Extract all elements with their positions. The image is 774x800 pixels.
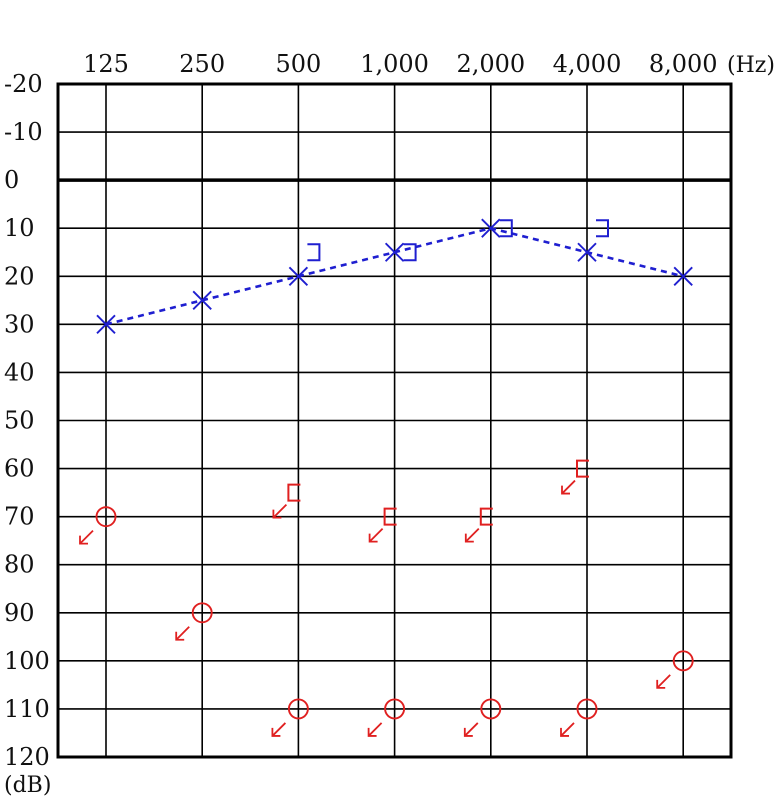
arrow-head: [464, 533, 474, 543]
circle-marker: [480, 698, 502, 720]
y-tick-labels: -20 -10 0 10 20 30 40 50 60 70 80 90 100 110 120: [4, 70, 50, 771]
x-tick-label: 1,000: [360, 50, 429, 78]
x-tick-label: 125: [83, 50, 129, 78]
y-tick-label: 60: [4, 455, 35, 483]
bracket-right-marker: [499, 219, 513, 238]
circle-marker: [384, 698, 406, 720]
x-marker: [384, 242, 405, 262]
arrow-shaft: [79, 530, 94, 545]
x-tick-label: 4,000: [553, 50, 622, 78]
y-tick-label: -20: [4, 70, 43, 98]
no-response-arrow: [368, 528, 384, 543]
circle-marker: [576, 698, 598, 720]
series: [79, 218, 694, 737]
no-response-arrow: [79, 530, 94, 545]
x-stroke: [481, 218, 501, 238]
x-stroke: [384, 242, 405, 262]
plot-frame: [56, 82, 733, 759]
bracket-right-marker: [403, 243, 417, 262]
arrow-head: [272, 509, 282, 519]
no-response-arrow: [175, 626, 190, 641]
bracket-left-marker: [576, 459, 589, 478]
bracket-left-marker: [383, 507, 397, 526]
x-stroke: [673, 266, 693, 286]
arrow-head: [561, 485, 570, 495]
x-stroke: [577, 242, 597, 262]
bracket-left-marker: [479, 507, 493, 526]
y-tick-label: 90: [4, 599, 35, 627]
no-response-arrow: [656, 674, 671, 689]
circle-marker: [95, 506, 117, 528]
arrow-head: [271, 727, 281, 737]
x-stroke: [96, 314, 116, 335]
y-tick-label: 50: [4, 407, 35, 435]
x-marker: [288, 266, 309, 286]
bracket-right-marker: [307, 243, 321, 262]
x-marker: [192, 290, 212, 310]
bracket-left-marker: [287, 483, 301, 502]
arrow-shaft: [367, 722, 383, 737]
x-marker: [96, 314, 116, 335]
y-tick-label: 100: [4, 647, 50, 675]
arrow-head: [463, 727, 473, 737]
y-tick-label: 110: [4, 695, 50, 723]
arrow-shaft: [560, 722, 575, 737]
arrow-shaft: [271, 722, 287, 737]
arrow-head: [656, 679, 666, 689]
y-tick-label: -10: [4, 118, 43, 146]
x-tick-label: 500: [275, 50, 321, 78]
x-unit-label: (Hz): [727, 53, 774, 78]
y-tick-label: 80: [4, 551, 35, 579]
y-tick-label: 0: [4, 166, 19, 194]
y-tick-label: 70: [4, 503, 35, 531]
arrow-shaft: [465, 528, 480, 543]
arrow-shaft: [368, 528, 384, 543]
y-tick-label: 10: [4, 214, 35, 242]
arrow-shaft: [272, 503, 288, 519]
x-marker: [577, 242, 597, 262]
no-response-arrow: [463, 722, 479, 737]
no-response-arrow: [560, 722, 575, 737]
grid: [56, 82, 733, 759]
no-response-arrow: [464, 528, 480, 543]
circle-marker: [287, 698, 309, 720]
arrow-head: [367, 727, 377, 737]
bracket-right-marker: [596, 219, 609, 238]
circle-marker: [672, 650, 694, 672]
y-tick-label: 120: [4, 743, 50, 771]
arrow-head: [368, 533, 378, 543]
y-unit-label: (dB): [4, 773, 51, 798]
y-tick-label: 40: [4, 358, 35, 386]
arrow-shaft: [175, 626, 190, 641]
no-response-arrow: [272, 503, 288, 519]
no-response-arrow: [271, 722, 287, 737]
x-marker: [481, 218, 501, 238]
x-stroke: [192, 290, 212, 310]
arrow-shaft: [464, 722, 479, 737]
circle-marker: [191, 602, 213, 624]
y-tick-label: 20: [4, 262, 35, 290]
x-marker: [673, 266, 693, 286]
arrow-head: [79, 535, 88, 545]
arrow-head: [560, 727, 569, 737]
arrow-shaft: [656, 674, 671, 689]
x-stroke: [288, 266, 309, 286]
no-response-arrow: [367, 722, 383, 737]
x-tick-label: 2,000: [456, 50, 525, 78]
x-tick-labels: 125 250 500 1,000 2,000 4,000 8,000: [83, 50, 717, 78]
x-tick-label: 8,000: [649, 50, 718, 78]
y-tick-label: 30: [4, 310, 35, 338]
x-tick-label: 250: [179, 50, 225, 78]
arrow-head: [175, 631, 185, 641]
no-response-arrow: [561, 479, 576, 495]
arrow-shaft: [561, 479, 576, 495]
